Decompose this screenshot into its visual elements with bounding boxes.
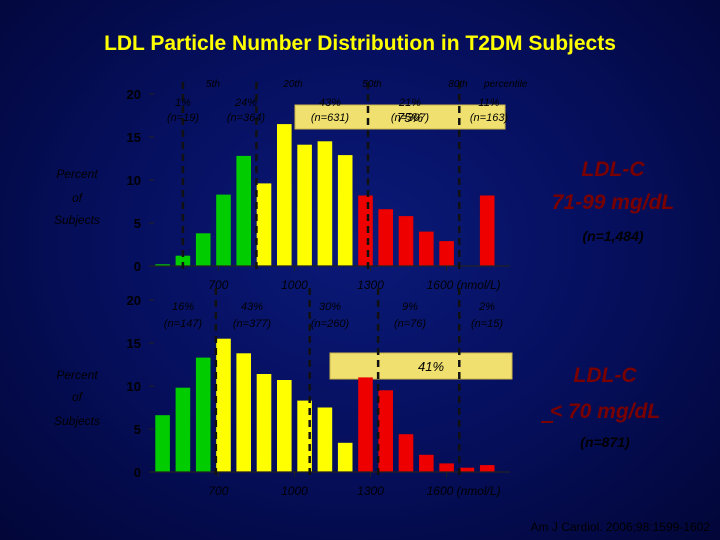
- group-pct-0-0: 1%: [175, 97, 191, 109]
- bar-1-12: [398, 434, 414, 472]
- bar-1-0: [155, 415, 170, 472]
- group-pct-0-2: 43%: [319, 97, 341, 109]
- x-tick-label-1-1: 1000: [281, 484, 308, 498]
- y-tick-label-0-2: 10: [127, 173, 141, 188]
- y-tick-label-0-0: 0: [134, 259, 141, 274]
- bar-1-1: [175, 387, 191, 472]
- highlight-label-1: 41%: [418, 359, 444, 374]
- bar-1-9: [337, 442, 353, 472]
- y-axis-label-0-1: of: [72, 191, 84, 205]
- bar-0-16: [479, 195, 495, 266]
- bar-0-13: [419, 231, 434, 266]
- group-pct-0-3: 21%: [398, 97, 421, 109]
- group-pct-1-2: 30%: [319, 301, 341, 313]
- bar-0-12: [398, 216, 414, 266]
- group-n-1-2: (n=260): [311, 318, 350, 330]
- y-tick-label-0-3: 15: [127, 130, 141, 145]
- group-pct-1-0: 16%: [172, 301, 194, 313]
- highlight-label-0: 75%: [397, 110, 423, 125]
- bar-0-5: [256, 183, 272, 266]
- ldl-n-0: (n=1,484): [582, 228, 643, 244]
- bar-0-8: [317, 141, 333, 266]
- bar-1-4: [236, 353, 251, 472]
- y-axis-label-1-2: Subjects: [54, 414, 100, 428]
- y-axis-label-0-2: Subjects: [54, 213, 100, 227]
- bar-0-4: [236, 155, 251, 266]
- y-axis-label-0-0: Percent: [56, 167, 98, 181]
- x-tick-label-1-0: 700: [208, 484, 228, 498]
- percentile-label-0-3: 80th: [448, 79, 468, 90]
- bar-0-10: [358, 195, 373, 266]
- bar-0-14: [439, 241, 454, 266]
- bar-0-1: [175, 255, 191, 266]
- y-tick-label-1-0: 0: [134, 465, 141, 480]
- group-pct-1-3: 9%: [402, 301, 418, 313]
- bar-1-15: [459, 467, 475, 472]
- group-n-1-4: (n=15): [471, 318, 503, 330]
- bar-0-2: [195, 233, 211, 266]
- ldl-range-1: < 70 mg/dL: [550, 400, 660, 423]
- group-n-1-3: (n=76): [394, 318, 426, 330]
- group-n-0-3: (n=307): [391, 112, 430, 124]
- bar-1-11: [378, 390, 393, 472]
- highlight-texture-1: [329, 352, 513, 380]
- group-pct-0-1: 24%: [234, 97, 257, 109]
- bar-0-11: [378, 209, 393, 266]
- y-tick-label-0-4: 20: [127, 87, 141, 102]
- ldl-label-0: LDL-C: [582, 158, 646, 181]
- bar-1-13: [419, 454, 434, 472]
- bar-1-16: [479, 465, 495, 472]
- bar-1-10: [358, 377, 373, 472]
- y-tick-label-1-2: 10: [127, 379, 141, 394]
- y-tick-label-1-4: 20: [127, 293, 141, 308]
- bar-0-3: [216, 194, 231, 266]
- group-pct-0-4: 11%: [478, 97, 499, 109]
- ldl-label-1: LDL-C: [574, 364, 638, 387]
- group-n-0-2: (n=631): [311, 112, 350, 124]
- y-axis-label-1-1: of: [72, 390, 84, 404]
- x-tick-label-1-3: 1600 (nmol/L): [427, 484, 501, 498]
- y-axis-label-1-0: Percent: [56, 368, 98, 382]
- ldl-n-1: (n=871): [580, 434, 630, 450]
- group-n-0-1: (n=364): [227, 112, 266, 124]
- ldl-range-0: 71-99 mg/dL: [552, 191, 675, 214]
- group-n-1-1: (n=377): [233, 318, 272, 330]
- group-pct-1-1: 43%: [241, 301, 263, 313]
- x-tick-label-0-2: 1300: [357, 278, 384, 292]
- bar-1-14: [439, 463, 454, 472]
- slide-title: LDL Particle Number Distribution in T2DM…: [104, 32, 616, 55]
- percentile-label-0-0: 5th: [206, 79, 220, 90]
- percentile-label-0-4: percentile: [483, 79, 528, 90]
- bar-0-9: [337, 155, 353, 266]
- bar-0-0: [155, 264, 170, 266]
- group-n-1-0: (n=147): [164, 318, 203, 330]
- percentile-label-0-2: 50th: [362, 79, 382, 90]
- bar-1-8: [317, 407, 333, 472]
- group-n-0-4: (n=163): [470, 112, 509, 124]
- bar-0-7: [297, 144, 312, 266]
- x-tick-label-1-2: 1300: [357, 484, 384, 498]
- group-pct-1-4: 2%: [478, 301, 495, 313]
- y-tick-label-1-1: 5: [134, 422, 141, 437]
- x-tick-label-0-3: 1600 (nmol/L): [427, 278, 501, 292]
- bar-0-6: [277, 124, 292, 266]
- bar-1-6: [277, 380, 292, 472]
- citation: Am J Cardiol. 2006;98:1599-1602: [530, 520, 710, 534]
- bar-1-7: [297, 400, 312, 472]
- x-tick-label-0-1: 1000: [281, 278, 308, 292]
- bar-1-3: [216, 338, 231, 472]
- y-tick-label-1-3: 15: [127, 336, 141, 351]
- x-tick-label-0-0: 700: [208, 278, 228, 292]
- percentile-label-0-1: 20th: [282, 79, 303, 90]
- group-n-0-0: (n=19): [167, 112, 199, 124]
- bar-1-2: [195, 357, 211, 472]
- bar-1-5: [256, 374, 272, 472]
- y-tick-label-0-1: 5: [134, 216, 141, 231]
- highlight-texture-0: [294, 104, 506, 130]
